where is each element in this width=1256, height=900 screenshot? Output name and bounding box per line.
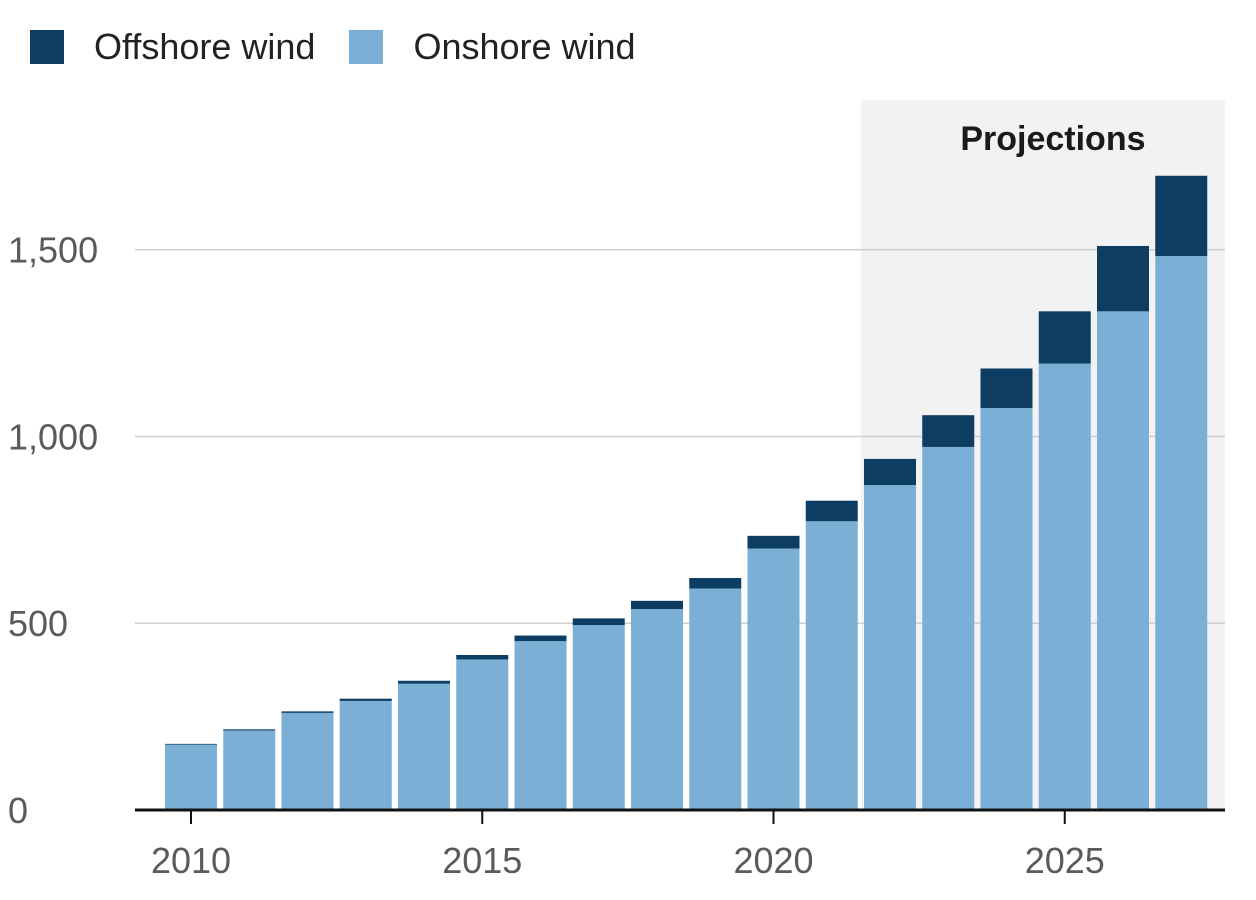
bar-onshore-2017 (572, 625, 625, 810)
bar-offshore-2022 (864, 458, 916, 486)
bar-offshore-2013 (339, 698, 392, 701)
bar-onshore-2027 (1155, 256, 1208, 810)
bar-offshore-2020 (747, 535, 800, 549)
legend-swatch-onshore (349, 30, 384, 64)
bar-offshore-2015 (456, 654, 509, 660)
bar-offshore-2019 (689, 578, 742, 589)
bar-onshore-2010 (165, 744, 217, 810)
bar-onshore-2016 (514, 641, 567, 810)
bar-onshore-2018 (631, 609, 683, 810)
legend-swatch-offshore (30, 30, 64, 64)
bar-onshore-2015 (456, 659, 509, 810)
legend-item-offshore: Offshore wind (30, 26, 315, 68)
x-tick-label: 2020 (733, 840, 813, 881)
bar-onshore-2026 (1097, 311, 1149, 810)
bar-offshore-2017 (572, 618, 625, 626)
bar-offshore-2026 (1097, 245, 1149, 312)
projections-label: Projections (960, 120, 1145, 158)
bar-offshore-2014 (398, 680, 450, 684)
x-tick-label: 2010 (151, 840, 231, 881)
bar-offshore-2012 (281, 711, 334, 713)
bar-offshore-2021 (805, 500, 858, 522)
bar-onshore-2013 (339, 700, 392, 810)
bar-onshore-2012 (281, 712, 334, 810)
bar-onshore-2020 (747, 548, 800, 810)
bar-offshore-2018 (631, 600, 683, 610)
y-tick-label: 1,500 (8, 230, 98, 271)
y-tick-label: 500 (8, 603, 68, 644)
bar-onshore-2014 (398, 683, 450, 810)
bar-onshore-2011 (223, 730, 276, 810)
bar-onshore-2024 (980, 408, 1033, 810)
bar-onshore-2021 (805, 521, 858, 810)
x-tick-label: 2015 (442, 840, 522, 881)
bar-onshore-2019 (689, 588, 742, 810)
bar-onshore-2023 (922, 446, 975, 810)
bar-offshore-2025 (1038, 311, 1091, 364)
chart-legend: Offshore wind Onshore wind (30, 22, 670, 72)
bar-offshore-2023 (922, 415, 975, 447)
legend-label-offshore: Offshore wind (94, 26, 316, 67)
bar-offshore-2027 (1155, 175, 1208, 257)
bar-offshore-2016 (514, 635, 567, 642)
bar-offshore-2024 (980, 368, 1033, 409)
legend-item-onshore: Onshore wind (349, 26, 636, 68)
bar-onshore-2025 (1038, 363, 1091, 810)
legend-label-onshore: Onshore wind (413, 26, 636, 67)
y-tick-label: 1,000 (8, 416, 98, 457)
bar-offshore-2010 (165, 743, 217, 745)
x-tick-label: 2025 (1025, 840, 1105, 881)
bar-offshore-2011 (223, 729, 276, 731)
bar-onshore-2022 (864, 485, 916, 810)
y-tick-label: 0 (8, 790, 28, 831)
